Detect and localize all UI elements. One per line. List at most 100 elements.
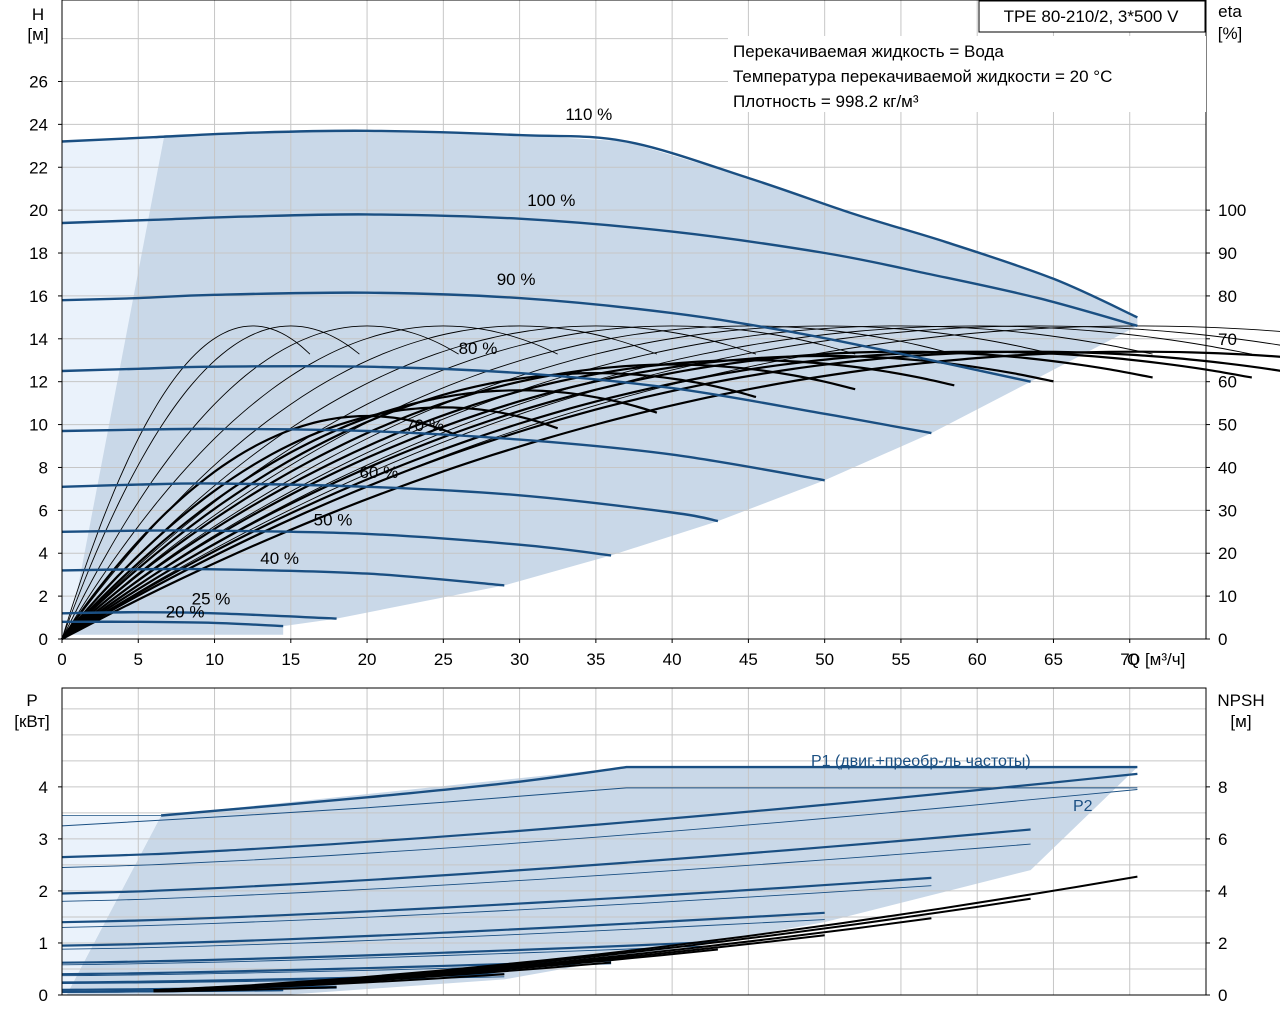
x-tick-label: 60	[968, 650, 987, 669]
x-tick-label: 50	[815, 650, 834, 669]
p-tick-label: 4	[39, 778, 48, 797]
head-curve-lowflow	[61, 568, 139, 571]
x-tick-label: 10	[205, 650, 224, 669]
y2-tick-label: 90	[1218, 244, 1237, 263]
y-tick-label: 24	[29, 115, 48, 134]
head-curve-lowflow	[61, 297, 139, 301]
x-tick-label: 70	[1120, 650, 1139, 669]
p1-curve	[61, 828, 1031, 895]
y2-axis-unit-npsh: [м]	[1230, 712, 1251, 731]
speed-label: 50 %	[314, 510, 353, 529]
y-tick-label: 18	[29, 244, 48, 263]
head-curve-lowflow	[61, 530, 139, 533]
chart-title: TPE 80-210/2, 3*500 V	[1004, 7, 1180, 26]
head-curve	[61, 291, 1031, 383]
y2-tick-label: 50	[1218, 416, 1237, 435]
x-tick-label: 65	[1044, 650, 1063, 669]
y-axis-label-h: H	[32, 5, 44, 24]
operating-area	[66, 130, 1138, 635]
p2-curve	[61, 945, 718, 966]
speed-label: 100 %	[527, 191, 575, 210]
head-curve	[61, 364, 932, 435]
efficiency-curve	[61, 325, 955, 640]
y-tick-label: 6	[39, 501, 48, 520]
head-curve-lowflow	[61, 219, 154, 224]
efficiency-curve-bold	[61, 350, 1280, 640]
speed-label: 60 %	[359, 463, 398, 482]
title-box	[978, 0, 1206, 33]
head-curve	[61, 529, 612, 557]
npsh-tick-label: 8	[1218, 778, 1227, 797]
head-curve	[61, 213, 1138, 328]
head-curve-lowflow	[61, 429, 124, 432]
y2-axis-unit-eta: [%]	[1218, 24, 1243, 43]
p1-curve	[160, 765, 1138, 817]
efficiency-curve	[61, 325, 757, 640]
x-axis-label-q: Q [м³/ч]	[1127, 650, 1185, 669]
x-tick-label: 20	[358, 650, 377, 669]
info-box	[728, 36, 1206, 112]
efficiency-curve-bold	[61, 406, 559, 640]
speed-label: 20 %	[166, 603, 205, 622]
speed-label: 80 %	[459, 339, 498, 358]
p2-curve	[61, 787, 1138, 827]
npsh-tick-label: 4	[1218, 882, 1227, 901]
head-curve	[61, 129, 1138, 319]
y2-tick-label: 10	[1218, 587, 1237, 606]
p1-curve	[61, 772, 1138, 859]
speed-label: 90 %	[497, 270, 536, 289]
npsh-curve	[153, 973, 505, 992]
efficiency-curve	[61, 325, 558, 640]
efficiency-curve-bold	[61, 414, 460, 640]
y-axis-unit-h: [м]	[27, 25, 48, 44]
y-tick-label: 14	[29, 330, 48, 349]
y2-axis-label-npsh: NPSH	[1217, 691, 1264, 710]
y-tick-label: 8	[39, 458, 48, 477]
efficiency-curve-bold	[61, 389, 658, 640]
x-tick-label: 15	[281, 650, 300, 669]
series-label-p1: P1 (двиг.+преобр-ль частоты)	[811, 753, 1031, 770]
efficiency-curve	[61, 325, 360, 640]
y-tick-label: 22	[29, 158, 48, 177]
y-tick-label: 10	[29, 416, 48, 435]
x-tick-label: 30	[510, 650, 529, 669]
p1-curve	[61, 876, 932, 924]
p-tick-label: 3	[39, 830, 48, 849]
y2-tick-label: 70	[1218, 330, 1237, 349]
x-tick-label: 25	[434, 650, 453, 669]
x-tick-label: 35	[586, 650, 605, 669]
y-axis-unit-p: [кВт]	[14, 712, 49, 731]
x-tick-label: 45	[739, 650, 758, 669]
bottom-low-flow-area	[62, 815, 162, 995]
p1-curve	[61, 940, 718, 964]
npsh-tick-label: 2	[1218, 934, 1227, 953]
head-curve-lowflow	[61, 611, 139, 614]
x-tick-label: 0	[57, 650, 66, 669]
x-tick-label: 5	[134, 650, 143, 669]
y2-tick-label: 60	[1218, 373, 1237, 392]
y2-tick-label: 100	[1218, 201, 1246, 220]
efficiency-curve	[61, 325, 459, 640]
efficiency-curve	[61, 325, 1153, 640]
head-curve	[61, 482, 719, 523]
head-curve-lowflow	[61, 136, 154, 142]
y-tick-label: 0	[39, 630, 48, 649]
y-axis-label-p: P	[26, 691, 37, 710]
series-label-p2: P2	[1073, 798, 1093, 815]
p2-curve	[61, 919, 825, 950]
y-tick-label: 16	[29, 287, 48, 306]
x-tick-label: 55	[891, 650, 910, 669]
efficiency-curve	[61, 325, 1054, 640]
info-line-liquid: Перекачиваемая жидкость = Вода	[733, 42, 1004, 61]
top-plot-frame	[61, 0, 1207, 640]
npsh-tick-label: 6	[1218, 830, 1227, 849]
y2-tick-label: 30	[1218, 501, 1237, 520]
power-npsh-chart: 0 1 2 3 4 0 2 4 6 8	[39, 687, 1227, 1005]
efficiency-curve-bold	[61, 371, 757, 640]
speed-label: 110 %	[565, 105, 612, 124]
speed-label: 70 %	[405, 416, 444, 435]
head-curve-lowflow	[61, 484, 139, 488]
p-tick-label: 0	[39, 986, 48, 1005]
speed-label: 40 %	[260, 549, 299, 568]
y-tick-label: 26	[29, 72, 48, 91]
